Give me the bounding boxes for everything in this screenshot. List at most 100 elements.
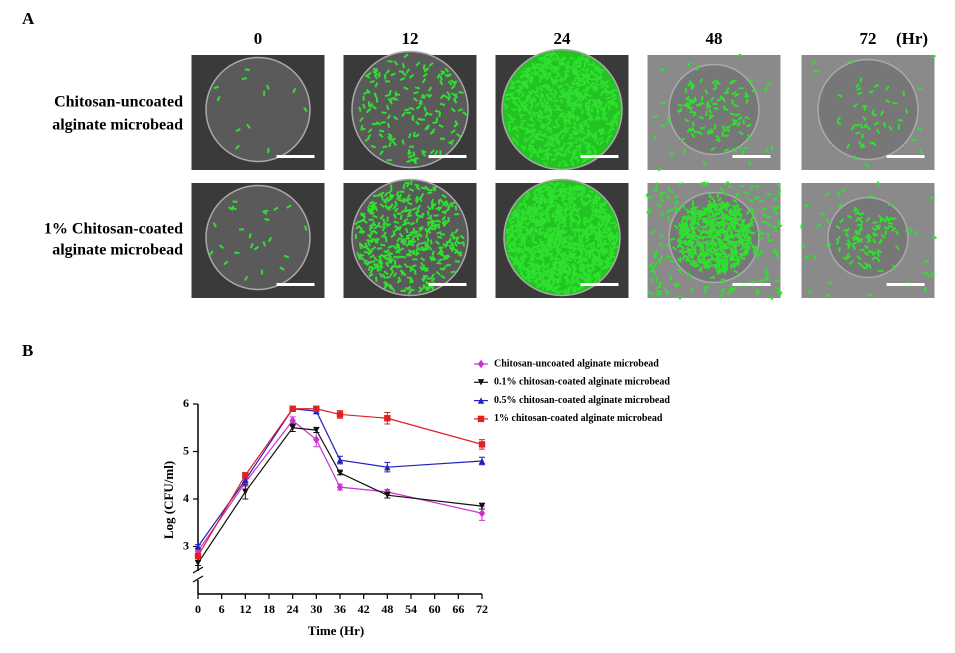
scale-bar (887, 283, 925, 286)
bacterium (888, 204, 893, 206)
column-header: 24 (554, 29, 572, 48)
bacterium (732, 99, 734, 104)
series (195, 424, 485, 566)
data-point (289, 406, 295, 412)
legend-label: 0.1% chitosan-coated alginate microbead (494, 377, 670, 388)
bacterium (557, 85, 562, 87)
bacterium (603, 248, 608, 250)
bacterium (438, 199, 440, 204)
bacterium (676, 200, 678, 205)
bacterium (581, 248, 583, 253)
bacterium (510, 118, 515, 120)
y-tick-label: 5 (183, 443, 189, 457)
legend-marker (478, 416, 484, 422)
data-point (479, 509, 485, 517)
micrograph (646, 181, 783, 300)
scale-bar (581, 283, 619, 286)
bacterium (872, 222, 877, 224)
bacterium (727, 292, 732, 294)
bacterium (768, 239, 773, 241)
bacterium (450, 247, 455, 249)
bacterium (546, 136, 551, 138)
bacterium (707, 204, 712, 206)
bacterium (394, 260, 396, 265)
bacterium (854, 124, 859, 126)
y-tick-label: 3 (183, 538, 189, 552)
bacterium (616, 121, 618, 126)
bacterium (416, 234, 421, 236)
bacterium (541, 150, 546, 152)
panel-label: B (22, 341, 33, 360)
bacterium (368, 101, 370, 106)
bacterium (722, 131, 724, 136)
bacterium (737, 261, 739, 266)
series-line (198, 409, 482, 556)
bacterium (369, 219, 374, 221)
bacterium (561, 246, 566, 248)
bacterium (752, 90, 757, 92)
bacterium (396, 213, 401, 215)
row-label: alginate microbead (52, 242, 183, 259)
bacterium (578, 234, 580, 239)
bacterium (597, 242, 599, 247)
bacterium (355, 234, 357, 239)
bacterium (359, 257, 364, 259)
bacterium (401, 290, 406, 292)
bacterium (878, 270, 883, 272)
bacterium (704, 286, 709, 288)
micrograph (496, 50, 629, 171)
series (195, 406, 485, 560)
bacterium (731, 80, 736, 82)
bacterium (609, 236, 611, 241)
bacterium (666, 210, 671, 212)
bacterium (520, 75, 525, 77)
scale-bar (887, 155, 925, 158)
bacterium (691, 218, 696, 220)
bacterium (454, 213, 459, 215)
series (195, 416, 485, 555)
bacterium (854, 156, 856, 161)
bacterium (447, 205, 449, 210)
bacterium (597, 259, 602, 261)
bacterium (715, 264, 717, 269)
legend-label: 1% chitosan-coated alginate microbead (494, 413, 663, 424)
bacterium (652, 267, 654, 272)
bacterium (559, 95, 564, 97)
bacterium (558, 209, 563, 211)
legend-label: Chitosan-uncoated alginate microbead (494, 358, 659, 369)
bacterium (376, 97, 378, 102)
bacterium (720, 242, 725, 244)
micrograph (192, 183, 325, 298)
bacterium (521, 241, 523, 246)
micrograph (802, 55, 936, 170)
bacterium (762, 221, 767, 223)
bacterium (409, 146, 414, 148)
x-tick-label: 54 (405, 602, 417, 616)
bacterium (529, 147, 531, 152)
bacterium (724, 135, 729, 137)
microbead (206, 186, 310, 290)
bacterium (575, 139, 577, 144)
row-label: alginate microbead (52, 117, 183, 134)
bacterium (743, 147, 748, 149)
bacterium (413, 228, 415, 233)
legend-label: 0.5% chitosan-coated alginate microbead (494, 395, 670, 406)
bacterium (534, 230, 539, 232)
bacterium (861, 134, 863, 139)
bacterium (743, 119, 745, 124)
data-point (313, 406, 319, 412)
bacterium (386, 217, 388, 222)
bacterium (414, 157, 419, 159)
micrograph (496, 180, 629, 299)
data-point (479, 441, 485, 447)
bacterium (593, 242, 595, 247)
panel-label: A (22, 9, 35, 28)
bacterium (687, 107, 692, 109)
bacterium (814, 70, 819, 72)
x-tick-label: 48 (381, 602, 393, 616)
microbead (206, 58, 310, 162)
bacterium (517, 206, 519, 211)
micrograph (344, 180, 477, 299)
bacterium (685, 88, 687, 93)
